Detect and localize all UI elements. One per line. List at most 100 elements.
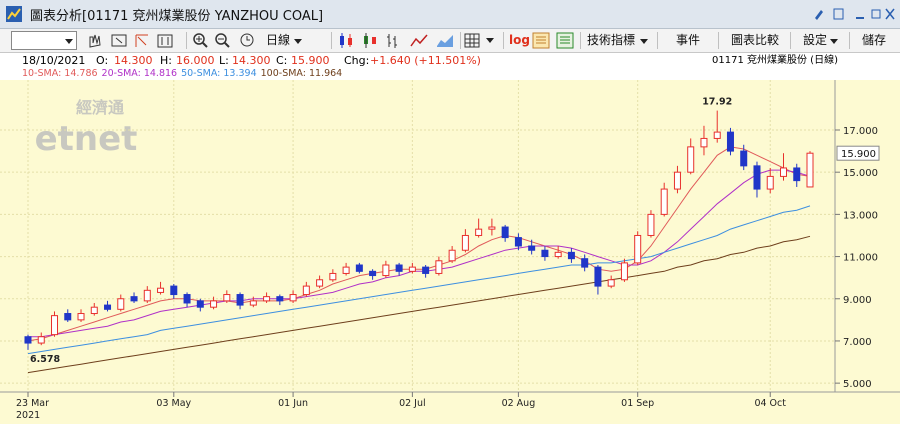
- x-tick-label: 01 Sep: [621, 398, 654, 409]
- y-tick-label: 9.000: [843, 295, 872, 306]
- candle-body: [183, 294, 191, 304]
- candle-body: [210, 300, 218, 308]
- ma-line: [27, 146, 811, 342]
- candle-body: [435, 260, 443, 274]
- x-tick-label: 03 May: [156, 398, 191, 409]
- candle-body: [276, 296, 284, 302]
- window-controls[interactable]: [812, 7, 896, 21]
- last-price-box: [836, 145, 880, 161]
- change-label: Chg:: [344, 54, 370, 67]
- quote-date: 18/10/2021: [22, 54, 86, 67]
- period-dropdown[interactable]: 日線: [266, 33, 291, 47]
- candle-body: [51, 315, 59, 336]
- watermark-en: etnet: [35, 119, 138, 159]
- candle-body: [24, 336, 32, 344]
- x-tick-label: 04 Oct: [754, 398, 786, 409]
- open-label: O:: [96, 54, 109, 67]
- view-icons[interactable]: [531, 31, 577, 50]
- candle-body: [64, 313, 72, 321]
- dropdown-arrow[interactable]: [828, 33, 840, 48]
- x-year-label: 2021: [16, 410, 40, 421]
- y-tick-label: 13.000: [843, 210, 878, 221]
- x-axis-background: [0, 392, 900, 424]
- candle-body: [196, 300, 204, 308]
- quote-info: 18/10/2021 O: 14.300 H: 16.000 L: 14.300…: [0, 53, 900, 68]
- high-value: 16.000: [176, 54, 215, 67]
- legend-entry: 10-SMA: 14.786: [22, 68, 98, 79]
- legend: 10-SMA: 14.786 20-SMA: 14.816 50-SMA: 13.3…: [0, 68, 900, 80]
- high-label: H:: [160, 54, 172, 67]
- candle-body: [594, 266, 602, 287]
- x-tick-label: 02 Aug: [502, 398, 536, 409]
- candle-body: [541, 249, 549, 258]
- y-tick-label: 7.000: [843, 337, 872, 348]
- candle-body: [687, 146, 695, 173]
- legend-entry: 50-SMA: 13.394: [181, 68, 257, 79]
- tool-icons[interactable]: [86, 31, 182, 50]
- candle-body: [143, 289, 151, 302]
- y-tick-label: 17.000: [843, 126, 878, 137]
- zoom-icons[interactable]: [191, 31, 261, 50]
- candle-body: [77, 313, 85, 321]
- candle-body: [740, 150, 748, 167]
- candle-body: [130, 296, 138, 302]
- watermark-cn: 經濟通: [76, 98, 124, 117]
- candle-body: [37, 336, 45, 344]
- x-tick-label: 02 Jul: [399, 398, 426, 409]
- app-icon: [6, 6, 22, 22]
- events-button[interactable]: 事件: [676, 33, 701, 47]
- candle-body: [236, 294, 244, 306]
- candle-body: [660, 188, 668, 215]
- symbol-input[interactable]: [11, 31, 77, 50]
- settings-menu[interactable]: 設定: [803, 33, 828, 47]
- plot-background: [0, 80, 900, 392]
- candle-body: [567, 251, 575, 260]
- compare-button[interactable]: 圖表比較: [731, 33, 780, 47]
- candle-body: [329, 272, 337, 281]
- open-value: 14.300: [114, 54, 153, 67]
- chart-type-icons[interactable]: [337, 31, 457, 50]
- candle-body: [355, 264, 363, 272]
- candle-body: [382, 264, 390, 277]
- candle-body: [607, 279, 615, 287]
- ma-line: [28, 169, 811, 338]
- candle-body: [647, 213, 655, 236]
- save-button[interactable]: 儲存: [862, 33, 887, 47]
- candle-body: [581, 258, 589, 268]
- candle-body: [369, 270, 377, 277]
- toolbar: 日線 log 技術指標 事件 圖表比較 設定 儲存: [0, 29, 900, 53]
- candle-body: [726, 131, 734, 152]
- candle-body: [104, 304, 112, 310]
- dropdown-arrow[interactable]: [638, 33, 650, 48]
- ma-line: [27, 235, 811, 374]
- candle-body: [501, 226, 509, 239]
- title-bar: 圖表分析[01171 兗州煤業股份 YANZHOU COAL]: [0, 0, 900, 29]
- indicators-menu[interactable]: 技術指標: [587, 33, 636, 47]
- candle-body: [289, 294, 297, 302]
- candle-body: [806, 152, 814, 188]
- low-value: 14.300: [232, 54, 271, 67]
- candle-body: [302, 285, 310, 296]
- window-title: 圖表分析[01171 兗州煤業股份 YANZHOU COAL]: [30, 9, 324, 24]
- candle-body: [90, 306, 98, 315]
- candle-body: [713, 131, 721, 139]
- candle-body: [514, 237, 522, 247]
- candle-body: [620, 262, 628, 281]
- last-price-label: 15.900: [841, 149, 876, 160]
- x-tick-label: 23 Mar: [16, 398, 49, 409]
- candle-body: [157, 287, 165, 293]
- change-value: +1.640 (+11.501%): [370, 54, 481, 67]
- log-toggle[interactable]: log: [509, 33, 530, 47]
- candle-body: [528, 245, 536, 251]
- y-tick-label: 15.000: [843, 168, 878, 179]
- candle-body: [766, 175, 774, 190]
- dropdown-arrow[interactable]: [292, 33, 304, 48]
- grid-icon[interactable]: [463, 31, 499, 50]
- candle-body: [263, 296, 271, 302]
- candle-body: [249, 300, 257, 306]
- y-tick-label: 11.000: [843, 253, 878, 264]
- candle-body: [753, 165, 761, 190]
- candle-body: [634, 234, 642, 264]
- low-label: L:: [219, 54, 229, 67]
